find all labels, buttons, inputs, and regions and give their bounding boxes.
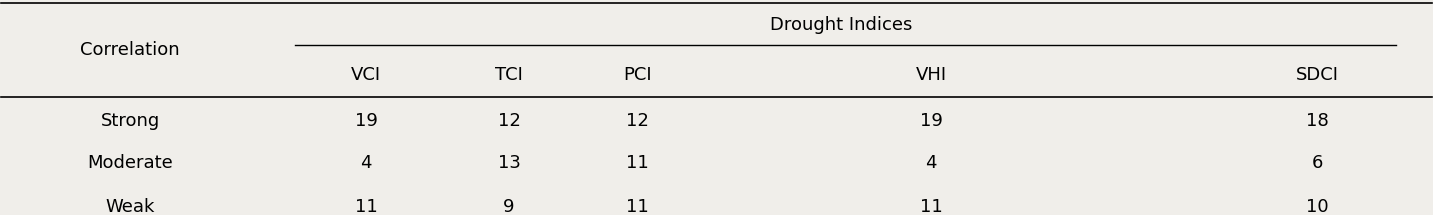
Text: 19: 19 bbox=[354, 112, 377, 130]
Text: PCI: PCI bbox=[623, 66, 652, 84]
Text: VCI: VCI bbox=[351, 66, 381, 84]
Text: 11: 11 bbox=[626, 198, 649, 215]
Text: VHI: VHI bbox=[916, 66, 947, 84]
Text: TCI: TCI bbox=[496, 66, 523, 84]
Text: 12: 12 bbox=[626, 112, 649, 130]
Text: Moderate: Moderate bbox=[87, 154, 173, 172]
Text: 4: 4 bbox=[926, 154, 937, 172]
Text: 4: 4 bbox=[360, 154, 371, 172]
Text: Correlation: Correlation bbox=[80, 41, 181, 59]
Text: 11: 11 bbox=[355, 198, 377, 215]
Text: 13: 13 bbox=[497, 154, 520, 172]
Text: Weak: Weak bbox=[106, 198, 155, 215]
Text: Drought Indices: Drought Indices bbox=[771, 16, 913, 34]
Text: 19: 19 bbox=[920, 112, 943, 130]
Text: 11: 11 bbox=[920, 198, 943, 215]
Text: 11: 11 bbox=[626, 154, 649, 172]
Text: 6: 6 bbox=[1311, 154, 1323, 172]
Text: SDCI: SDCI bbox=[1295, 66, 1338, 84]
Text: 10: 10 bbox=[1305, 198, 1328, 215]
Text: Strong: Strong bbox=[100, 112, 159, 130]
Text: 9: 9 bbox=[503, 198, 514, 215]
Text: 18: 18 bbox=[1305, 112, 1328, 130]
Text: 12: 12 bbox=[497, 112, 520, 130]
